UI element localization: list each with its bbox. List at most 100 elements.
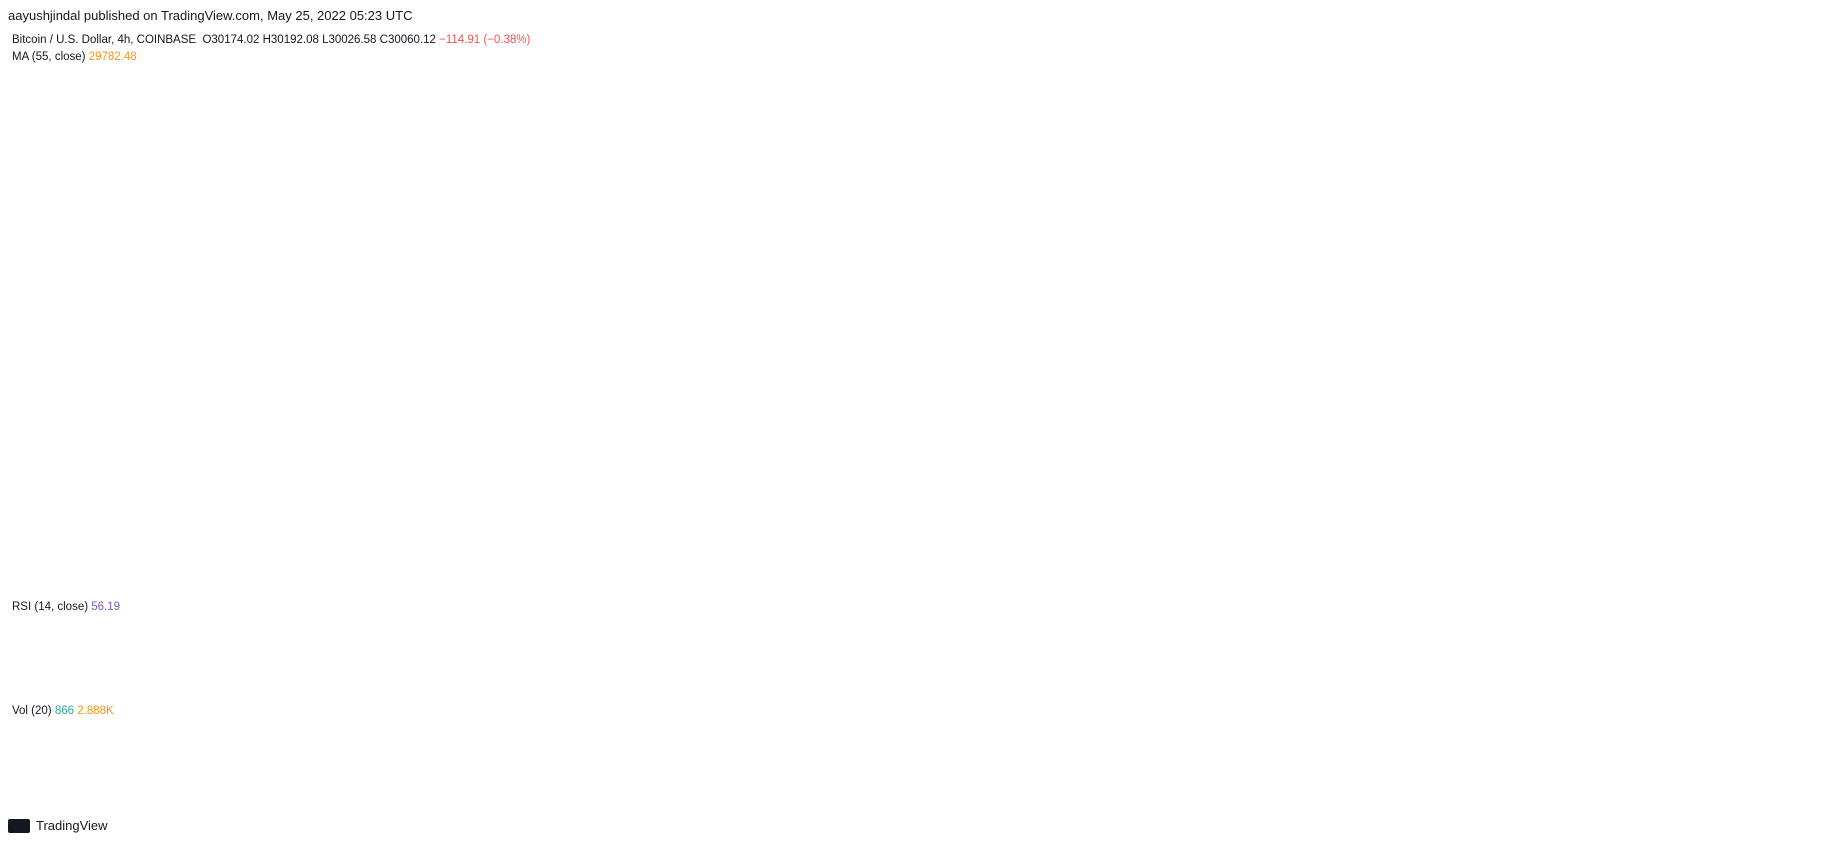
candle-body <box>246 174 253 186</box>
candle-body <box>287 191 294 203</box>
volume-bar <box>18 776 25 780</box>
volume-bar <box>819 771 825 780</box>
price-label-countdown: 02:36:00 <box>1775 407 1818 419</box>
volume-bar <box>184 769 190 780</box>
fib-level-label: 0.618(34422.97) <box>1674 234 1755 246</box>
volume-bar <box>846 771 853 780</box>
price-tick-label: 26000.00 <box>1770 535 1816 547</box>
symbol-name: Bitcoin / U.S. Dollar, 4h, COINBASE <box>12 34 197 46</box>
volume-bar <box>695 773 701 780</box>
volume-bar <box>1122 772 1129 780</box>
ma-value: 29782.48 <box>88 51 137 63</box>
candle-body <box>349 306 356 321</box>
volume-bar <box>225 764 232 780</box>
volume-bar <box>281 774 287 780</box>
ohlc-change: −114.91 (−0.38%) <box>439 34 531 46</box>
candle-body <box>439 417 446 429</box>
candle-body <box>391 355 398 367</box>
candle-body <box>639 383 646 402</box>
volume-bar <box>329 757 335 780</box>
volume-bar <box>667 772 673 780</box>
volume-bar <box>357 740 363 780</box>
volume-bar <box>550 763 556 780</box>
volume-bar <box>564 766 570 780</box>
volume-bar <box>1309 773 1315 780</box>
price-chart[interactable]: USD 39000.00 38000.00 37000.00 36000.00 3500… <box>0 0 1834 815</box>
volume-bar <box>653 774 659 780</box>
price-label-box <box>1761 555 1833 572</box>
volume-tick-label: 10K <box>1775 736 1795 748</box>
candle-body <box>618 393 625 416</box>
volume-bar <box>812 769 818 780</box>
candle-body <box>239 153 246 186</box>
volume-bar <box>929 773 935 780</box>
volume-bar <box>481 722 487 780</box>
ohlc-high: H30192.08 <box>262 34 319 46</box>
volume-bar <box>757 774 763 780</box>
candle-body <box>681 407 687 422</box>
volume-bar <box>978 774 984 780</box>
volume-bar <box>1219 768 1225 780</box>
volume-bar <box>1088 773 1094 780</box>
time-tick-label: 25 <box>1086 791 1098 803</box>
time-tick-label: 18 <box>788 791 800 803</box>
candle-body <box>211 64 218 69</box>
volume-bar <box>943 774 949 780</box>
volume-bar <box>205 773 211 780</box>
volume-bar <box>639 773 646 780</box>
price-tick-label: 32000.00 <box>1770 326 1816 338</box>
candle-body <box>377 341 384 363</box>
candle-body <box>177 87 184 98</box>
fib-level-label: 1(40038.27) <box>1696 38 1755 50</box>
volume-bar <box>1260 772 1267 780</box>
volume-bar <box>715 772 722 780</box>
volume-bar <box>791 772 797 780</box>
symbol-legend: Bitcoin / U.S. Dollar, 4h, COINBASE O301… <box>12 34 530 46</box>
candle-body <box>301 195 308 198</box>
volume-bar <box>1074 767 1080 780</box>
candle-body <box>273 191 280 200</box>
price-label-box <box>1761 346 1833 363</box>
volume-bar <box>32 775 38 780</box>
candle-body <box>729 390 736 398</box>
candle-body <box>791 417 798 422</box>
vol-value-2: 2.888K <box>77 705 114 717</box>
down-arrow-icon <box>1045 403 1071 475</box>
rsi-legend[interactable]: RSI (14, close) 56.19 <box>12 601 120 613</box>
volume-bar <box>584 772 590 780</box>
price-label-box <box>1761 314 1833 331</box>
candle-body <box>453 463 460 489</box>
volume-bar <box>557 769 563 780</box>
price-label-box <box>1761 390 1833 419</box>
candle-body <box>129 97 135 104</box>
volume-bar <box>950 773 956 780</box>
candle-body <box>418 348 425 367</box>
volume-bar <box>288 771 294 780</box>
fib-diagonal-line <box>148 54 337 564</box>
volume-bar <box>94 773 101 780</box>
candle-body <box>819 393 825 402</box>
volume-bar <box>1081 768 1087 780</box>
volume-bar <box>219 771 225 780</box>
candle-body <box>260 177 267 196</box>
candle-body <box>156 107 163 130</box>
volume-bar <box>633 770 639 780</box>
candle-body <box>494 383 501 419</box>
candle-body <box>253 174 260 179</box>
candle-body <box>80 107 87 130</box>
volume-bar <box>1095 774 1101 780</box>
ma-legend[interactable]: MA (55, close) 29782.48 <box>12 51 137 63</box>
candle-body <box>839 383 846 395</box>
volume-legend[interactable]: Vol (20) 866 2.888K <box>12 705 114 717</box>
candle-body <box>660 404 667 416</box>
volume-bar <box>246 766 252 780</box>
up-arrow-icon <box>1050 320 1086 396</box>
candle-body <box>722 386 729 398</box>
candle-body <box>536 417 543 426</box>
candle-body <box>108 87 115 95</box>
candle-body <box>480 435 487 443</box>
vol-value-1: 866 <box>54 705 75 717</box>
volume-bar <box>771 757 777 780</box>
candle-body <box>598 355 605 388</box>
volume-bar <box>1288 773 1294 780</box>
